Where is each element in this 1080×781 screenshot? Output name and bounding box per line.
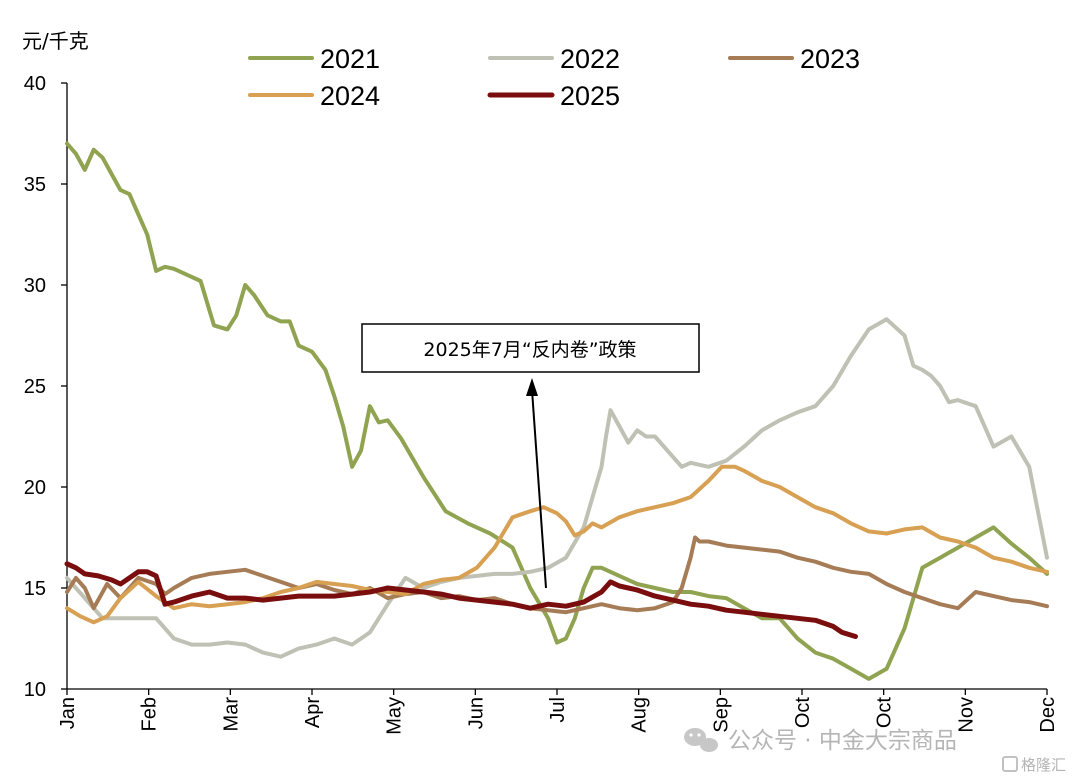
y-tick-label: 30 [24,275,46,297]
x-tick-label: Jul [547,697,569,723]
legend-label: 2022 [560,44,620,74]
watermark: 公众号 · 中金大宗商品 格隆汇 [684,728,1066,774]
y-tick-label: 35 [24,174,46,196]
x-tick-label: Dec [1037,697,1059,733]
x-tick-label: Oct [792,697,814,729]
legend-item-2021: 2021 [248,44,380,74]
watermark-brand: 格隆汇 [1021,756,1066,774]
y-tick-label: 25 [24,376,46,398]
legend: 2021 2022 2023 2024 2025 [248,44,860,111]
watermark-text: 公众号 · 中金大宗商品 [728,728,957,754]
legend-item-2024: 2024 [248,81,380,111]
annotation-arrowhead [526,378,538,396]
x-tick-label: Feb [139,697,161,731]
x-tick-label: Aug [629,697,651,733]
annotation-text: 2025年7月“反内卷”政策 [423,339,636,361]
x-tick-label: Oct [874,697,896,729]
y-tick-label: 40 [24,73,46,95]
series-line-2023 [65,535,1049,615]
annotation: 2025年7月“反内卷”政策 [361,323,700,589]
legend-label: 2021 [320,44,380,74]
series-line-2022 [65,317,1049,659]
x-tick-label: Jan [57,697,79,729]
series-line-2021 [65,141,1049,681]
legend-item-2025: 2025 [487,81,620,111]
series-line-2024 [65,464,1049,625]
x-tick-label: Sep [710,697,732,733]
wechat-icon [684,728,718,752]
y-axis-unit-label: 元/千克 [22,29,89,53]
legend-label: 2023 [800,44,860,74]
x-tick-label: Jun [465,697,487,729]
gelonghui-logo [1002,756,1018,772]
legend-label: 2025 [560,81,620,111]
y-tick-label: 15 [24,578,46,600]
annotation-box [361,323,700,373]
series-line-2025 [64,561,858,639]
x-tick-label: Nov [955,697,977,733]
y-tick-label: 10 [24,679,46,701]
x-tick-label: Mar [220,697,242,732]
legend-label: 2024 [320,81,380,111]
legend-item-2023: 2023 [728,44,860,74]
series-layer [64,141,1049,681]
y-tick-label: 20 [24,477,46,499]
x-tick-label: Apr [302,697,324,728]
legend-item-2022: 2022 [488,44,620,74]
x-tick-label: May [384,697,406,735]
annotation-arrow-line [531,389,547,589]
